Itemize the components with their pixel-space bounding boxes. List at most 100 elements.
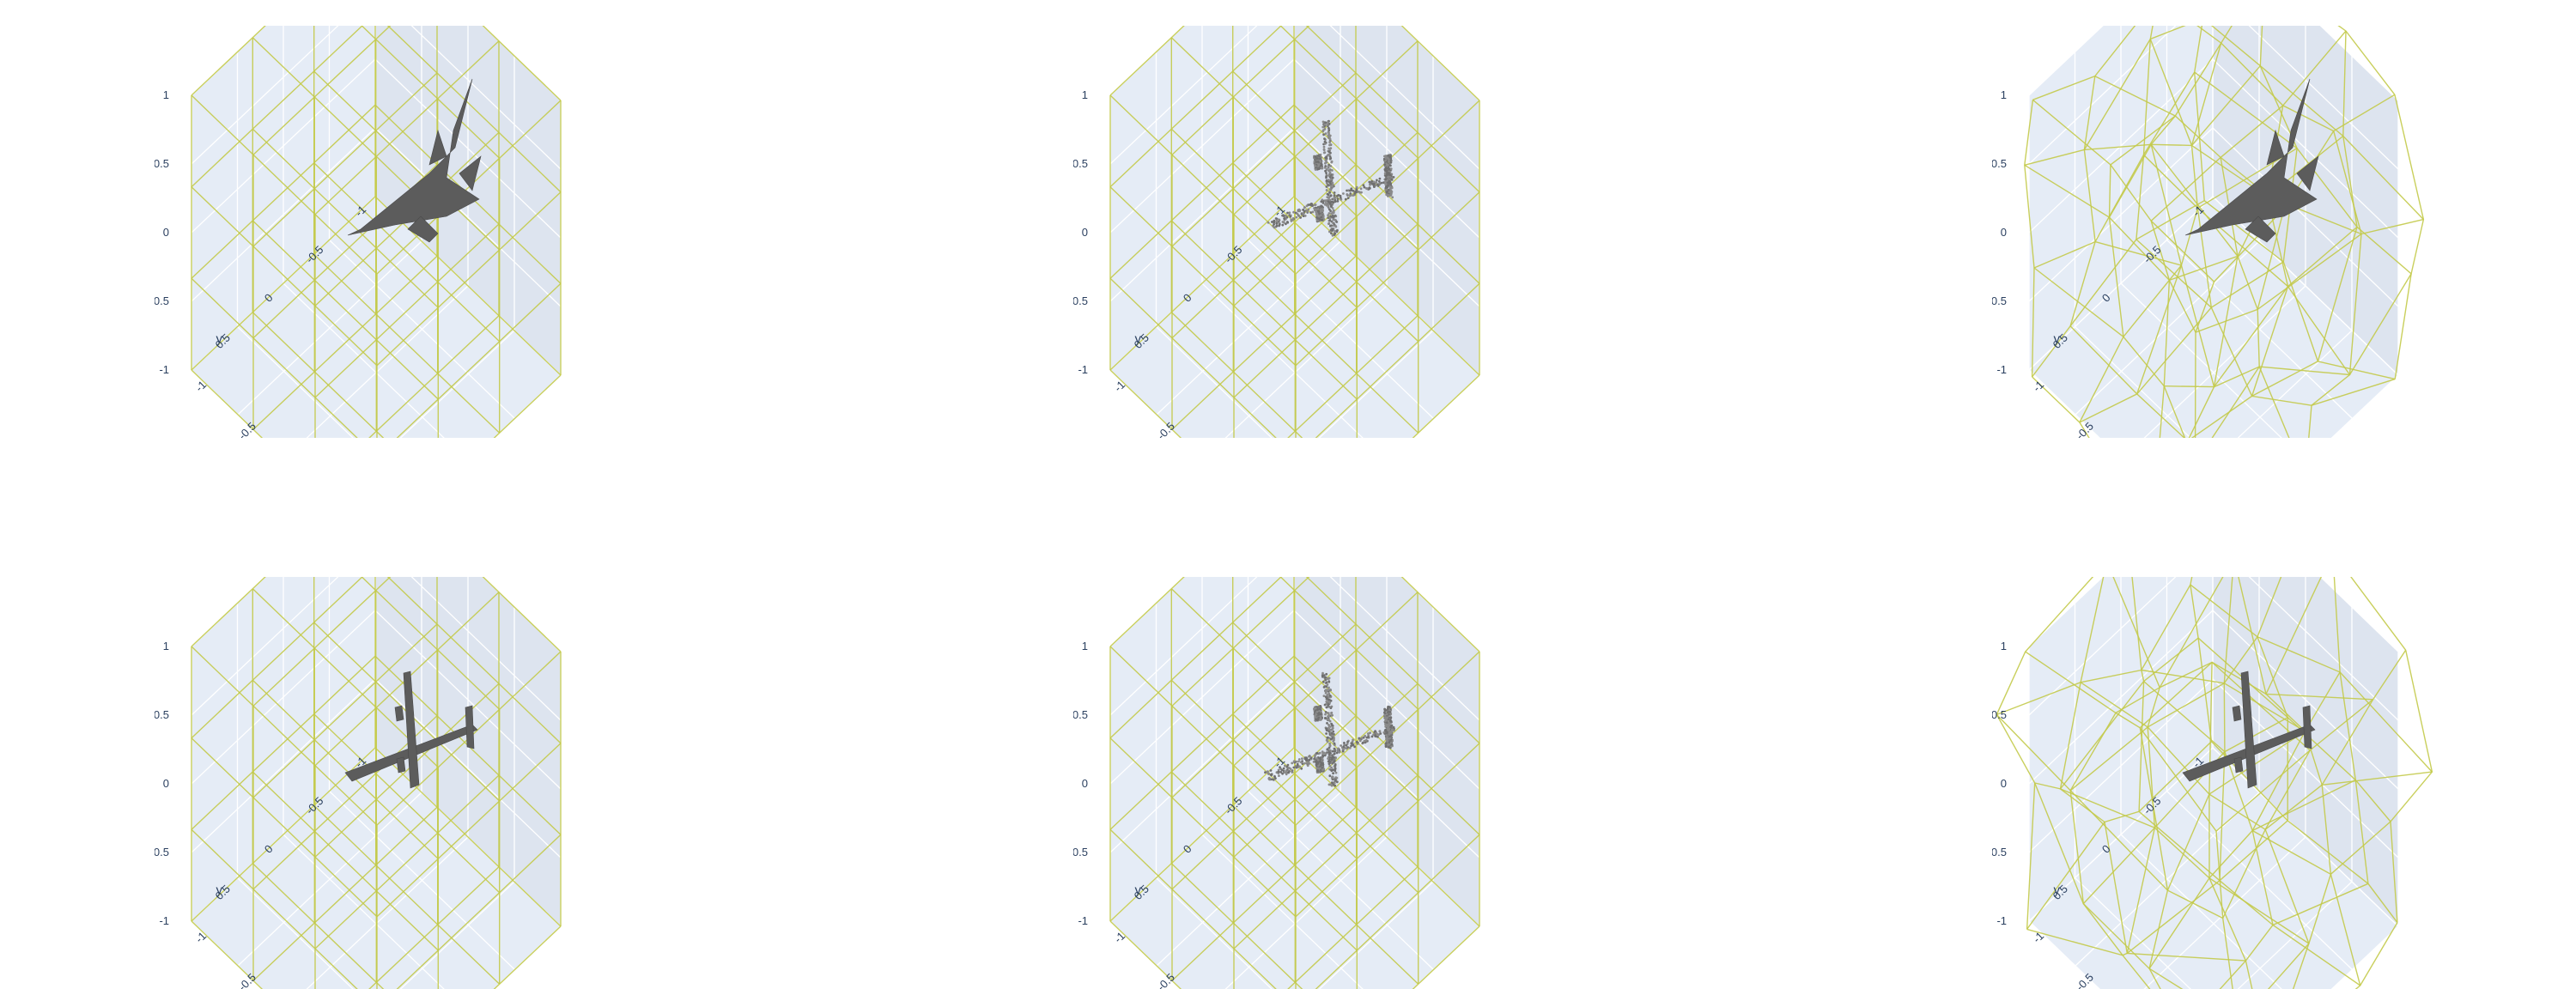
aircraft-point	[1349, 747, 1352, 749]
aircraft-point	[1389, 191, 1392, 194]
aircraft-point	[1385, 157, 1388, 160]
aircraft-point	[1323, 152, 1326, 155]
aircraft-point	[1308, 755, 1310, 758]
scene-canvas[interactable]: 10.50-0.5-1z-1-0.500.5y-1-0.500.5x	[1073, 26, 1589, 438]
z-tick-label: 1	[1082, 88, 1088, 101]
aircraft-point	[1296, 767, 1298, 769]
aircraft-point	[1334, 743, 1336, 745]
aircraft-point	[1386, 172, 1388, 174]
aircraft-point	[1270, 769, 1273, 772]
aircraft-point	[1389, 716, 1392, 719]
aircraft-point	[1318, 218, 1321, 221]
aircraft-point	[1310, 203, 1313, 205]
aircraft-point	[1334, 780, 1337, 782]
aircraft-point	[1326, 707, 1328, 709]
aircraft-point	[1327, 719, 1329, 721]
aircraft-point	[1283, 217, 1285, 220]
aircraft-point	[1333, 218, 1335, 221]
aircraft-point	[1388, 167, 1390, 169]
aircraft-point	[1317, 759, 1320, 761]
aircraft-point	[1389, 194, 1392, 197]
aircraft-point	[1270, 774, 1273, 776]
aircraft-point	[1323, 686, 1326, 689]
aircraft-point	[1321, 769, 1324, 772]
aircraft-point	[1297, 763, 1299, 766]
aircraft-point	[1297, 209, 1300, 212]
aircraft-point	[1298, 765, 1301, 768]
aircraft-point	[1331, 777, 1334, 780]
aircraft-point	[1374, 730, 1376, 732]
aircraft-point	[1334, 197, 1336, 200]
aircraft-point	[1314, 714, 1316, 717]
aircraft-point	[1334, 225, 1337, 228]
aircraft-point	[1346, 744, 1348, 747]
aircraft-point	[1332, 750, 1334, 753]
aircraft-point	[1328, 141, 1331, 143]
aircraft-point	[1352, 194, 1354, 197]
z-tick-label: 0	[1082, 777, 1088, 790]
aircraft-point	[1327, 701, 1330, 703]
aircraft-point	[1390, 725, 1393, 727]
aircraft-point	[1334, 782, 1336, 785]
aircraft-point	[1302, 213, 1304, 215]
scene-canvas[interactable]: 10.50-0.5-1z-1-0.500.5y-1-0.500.5x	[155, 26, 670, 438]
scene-panel-top-left[interactable]: 10.50-0.5-1z-1-0.500.5y-1-0.500.5x	[155, 26, 670, 438]
scene-panel-bottom-center[interactable]: 10.50-0.5-1z-1-0.500.5y-1-0.500.5x	[1073, 577, 1589, 989]
aircraft-point	[1312, 211, 1315, 214]
aircraft-point	[1327, 148, 1330, 150]
aircraft-point	[1334, 748, 1336, 750]
aircraft-point	[1331, 181, 1334, 184]
aircraft-point	[1387, 739, 1389, 742]
scene-panel-bottom-left[interactable]: 10.50-0.5-1z-1-0.500.5y-1-0.500.5x	[155, 577, 670, 989]
aircraft-point	[1327, 727, 1330, 730]
scene-canvas[interactable]: 10.50-0.5-1z-1-0.500.5y-1-0.500.5x	[1992, 26, 2507, 438]
scene-canvas[interactable]: 10.50-0.5-1z-1-0.500.5y-1-0.500.5x	[1073, 577, 1589, 989]
aircraft-point	[1328, 191, 1331, 194]
aircraft-point	[1315, 203, 1317, 206]
z-tick-label: -1	[1996, 363, 2007, 376]
aircraft-point	[1306, 204, 1309, 207]
aircraft-point	[1323, 677, 1326, 679]
aircraft-point	[1264, 771, 1267, 774]
aircraft-point	[1323, 124, 1326, 126]
aircraft-point	[1332, 215, 1334, 217]
aircraft-point	[1300, 761, 1303, 763]
scene-panel-bottom-right[interactable]: 10.50-0.5-1z-1-0.500.5y-1-0.500.5x	[1992, 577, 2507, 989]
y-axis-title: y	[2054, 331, 2061, 346]
scene-canvas[interactable]: 10.50-0.5-1z-1-0.500.5y-1-0.500.5x	[1992, 577, 2507, 989]
aircraft-point	[1327, 699, 1330, 701]
aircraft-point	[1327, 130, 1330, 132]
aircraft-point	[1379, 178, 1382, 180]
aircraft-point	[1326, 189, 1328, 191]
aircraft-point	[1271, 221, 1273, 223]
aircraft-point	[1367, 736, 1370, 738]
aircraft-point	[1276, 225, 1279, 228]
aircraft-point	[1329, 761, 1332, 763]
aircraft-point	[1327, 150, 1330, 153]
scene-canvas[interactable]: 10.50-0.5-1z-1-0.500.5y-1-0.500.5x	[155, 577, 670, 989]
y-axis-title: y	[1135, 331, 1142, 346]
aircraft-point	[1337, 748, 1340, 750]
aircraft-point	[1327, 757, 1329, 760]
aircraft-point	[1317, 769, 1320, 772]
aircraft-point	[1387, 729, 1389, 731]
aircraft-point	[1330, 229, 1333, 232]
aircraft-point	[1376, 179, 1378, 182]
aircraft-point	[1324, 704, 1327, 707]
aircraft-point	[1346, 193, 1348, 196]
aircraft-point	[1334, 764, 1337, 767]
aircraft-point	[1267, 771, 1269, 774]
scene-panel-top-right[interactable]: 10.50-0.5-1z-1-0.500.5y-1-0.500.5x	[1992, 26, 2507, 438]
aircraft-point	[1383, 708, 1386, 711]
aircraft-point	[1290, 219, 1292, 221]
aircraft-point	[1347, 197, 1350, 199]
aircraft-point	[1317, 210, 1320, 213]
aircraft-point	[1281, 224, 1284, 227]
aircraft-point	[1329, 225, 1332, 228]
aircraft-point	[1283, 768, 1285, 770]
aircraft-point	[1326, 161, 1328, 164]
aircraft-point	[1288, 211, 1291, 214]
aircraft-point	[1384, 184, 1387, 186]
scene-panel-top-center[interactable]: 10.50-0.5-1z-1-0.500.5y-1-0.500.5x	[1073, 26, 1589, 438]
aircraft-mesh-part	[2233, 706, 2241, 721]
